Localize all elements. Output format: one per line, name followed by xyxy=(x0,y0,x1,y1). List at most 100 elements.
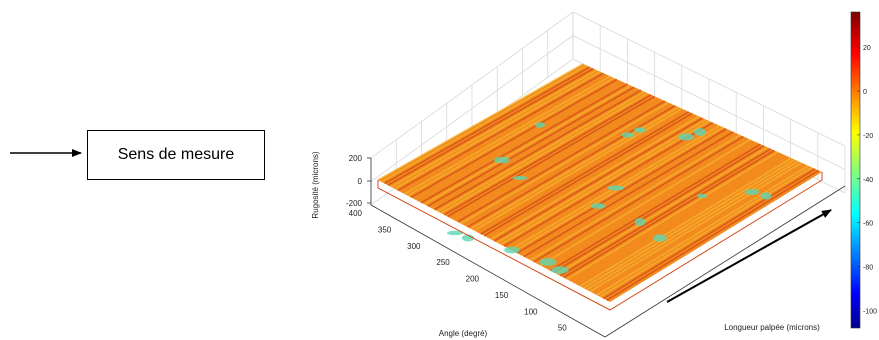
surface-streak xyxy=(467,104,676,228)
surface-streak xyxy=(576,155,789,286)
surface-streak xyxy=(553,145,765,274)
surface-streak xyxy=(493,117,703,242)
surface-streak xyxy=(533,135,744,263)
surface-streak xyxy=(543,140,755,268)
surface-patch xyxy=(634,127,646,133)
surface-streak xyxy=(417,81,625,202)
surface-patch xyxy=(504,246,520,254)
surface-streak xyxy=(589,162,802,293)
surface-streak xyxy=(473,108,683,232)
length-axis-line xyxy=(604,185,846,338)
surface-streak xyxy=(599,166,813,298)
surface-streak xyxy=(573,154,785,284)
surface-edge xyxy=(377,172,823,311)
surface-streak xyxy=(420,83,628,204)
surface-streak xyxy=(520,129,731,256)
surface-streak xyxy=(460,101,669,225)
colorbar-tick-label: -80 xyxy=(863,265,873,272)
angle-tick-label: 350 xyxy=(378,225,392,234)
surface-patch xyxy=(653,234,667,242)
surface-streak xyxy=(447,95,656,218)
surface-streak xyxy=(563,149,775,279)
surface-streak xyxy=(556,146,768,275)
surface-patch xyxy=(512,175,528,181)
surface-streak xyxy=(414,80,621,200)
surface-streak xyxy=(453,98,662,221)
surface-streak xyxy=(424,84,632,206)
surface-patch xyxy=(744,189,760,195)
surface-streak xyxy=(470,106,680,230)
angle-axis-label: Angle (degré) xyxy=(439,329,488,338)
angle-tick-label: 300 xyxy=(407,242,421,251)
angle-ticks: 400350300250200150100500 xyxy=(349,209,568,333)
z-tick-label: 200 xyxy=(349,154,363,163)
surface-patch xyxy=(539,258,557,266)
surface-streak xyxy=(496,118,707,244)
surface-streak xyxy=(523,131,734,258)
colorbar-tick-label: 0 xyxy=(863,89,867,96)
surface-streak xyxy=(394,71,601,190)
colorbar-ticks: 20 0 -20 -40 -60 -80 -100 xyxy=(857,45,877,315)
colorbar xyxy=(850,11,861,329)
length-direction-arrow xyxy=(666,209,832,303)
angle-tick-label: 100 xyxy=(524,307,538,316)
z-tick-label: 0 xyxy=(358,177,363,186)
angle-tick-label: 400 xyxy=(349,209,363,218)
surface-patch xyxy=(621,132,635,138)
surface-streak xyxy=(539,138,751,267)
surface-streak xyxy=(500,120,710,246)
surface-streak xyxy=(602,168,816,300)
surface-streak xyxy=(526,132,738,260)
colorbar-tick-label: -40 xyxy=(863,177,873,184)
surface-patch xyxy=(534,122,546,128)
surface-patch xyxy=(607,185,625,191)
measure-direction-label: Sens de mesure xyxy=(117,146,235,163)
surface-streak xyxy=(443,94,652,216)
surface-streak xyxy=(566,151,779,281)
angle-tick-label: 200 xyxy=(466,275,480,284)
axes-lines xyxy=(370,158,846,338)
surface-streak xyxy=(549,143,761,272)
surface-streak xyxy=(433,89,642,211)
surface-streak xyxy=(569,152,782,282)
surface-streak xyxy=(430,87,639,209)
z-tick-label: -200 xyxy=(346,199,363,208)
surface-streak xyxy=(486,114,697,239)
surface-patch xyxy=(678,133,694,141)
surface-patch xyxy=(447,230,463,236)
surface-streak xyxy=(407,77,615,197)
measure-direction-box: Sens de mesure xyxy=(87,130,265,180)
colorbar-tick-label: -20 xyxy=(863,133,873,140)
grid-line xyxy=(370,11,846,159)
surface-streak xyxy=(397,72,604,192)
z-axis-label: Rugosité (microns) xyxy=(311,151,320,218)
surface-streak xyxy=(559,148,772,277)
surface-streak xyxy=(427,86,635,207)
surface-streak xyxy=(380,64,587,183)
surface-patch xyxy=(461,234,475,242)
colorbar-tick-label: -100 xyxy=(863,308,877,315)
surface-streak xyxy=(596,165,809,296)
surface-streak xyxy=(530,134,741,261)
surface-streak xyxy=(483,112,693,237)
surface-streak xyxy=(457,100,666,223)
surface-streak xyxy=(480,111,690,235)
colorbar-tick-label: -60 xyxy=(863,221,873,228)
surface-streak xyxy=(536,137,748,265)
z-ticks: 200 0 -200 xyxy=(346,154,371,208)
surface-plot xyxy=(377,63,823,311)
surface-streak xyxy=(437,91,645,213)
colorbar-tick-label: 20 xyxy=(863,45,871,52)
surface-streak xyxy=(400,74,608,193)
surface-streak xyxy=(586,160,799,291)
surface-streak xyxy=(503,121,714,247)
surface-patch xyxy=(590,203,606,209)
surface-patch xyxy=(693,128,707,136)
surface-streak xyxy=(583,158,796,289)
angle-tick-label: 150 xyxy=(495,291,509,300)
surface-streak xyxy=(440,92,649,214)
surface-streak xyxy=(450,97,659,220)
surface-patch xyxy=(634,218,646,226)
grid-line xyxy=(370,35,846,182)
surface-streak xyxy=(387,67,594,186)
